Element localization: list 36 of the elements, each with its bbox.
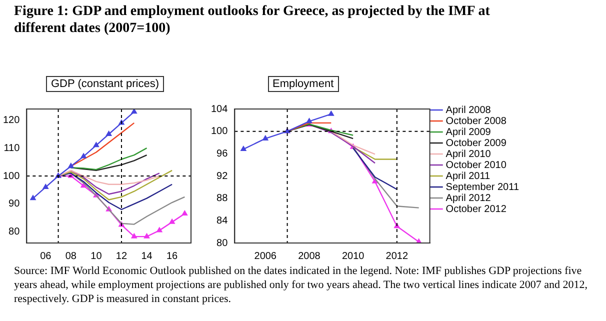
chart-title: Employment: [268, 76, 339, 92]
x-tick-label: 08: [65, 250, 77, 262]
y-tick-label: 104: [210, 104, 228, 115]
legend-label: April 2010: [446, 148, 492, 160]
x-tick-label: 12: [116, 250, 128, 262]
x-tick-label: 06: [40, 250, 52, 262]
y-tick-label: 96: [216, 148, 228, 160]
y-tick-label: 92: [216, 170, 228, 182]
x-tick-label: 2006: [254, 250, 277, 262]
legend-label: April 2009: [446, 126, 492, 138]
x-tick-label: 2010: [342, 250, 365, 262]
y-tick-label: 100: [2, 170, 20, 182]
caption: Figure 1: GDP and employment outlooks for Greece, as projected by the IMF at different dates (2007=100): [14, 3, 491, 37]
legend-label: October 2012: [446, 204, 507, 215]
legend-label: April 2012: [446, 192, 492, 204]
y-tick-label: 100: [210, 126, 228, 138]
legend-label: September 2011: [446, 182, 520, 193]
y-tick-label: 90: [8, 198, 20, 210]
y-tick-label: 120: [2, 114, 20, 126]
legend-label: October 2008: [446, 116, 507, 127]
y-tick-label: 88: [216, 193, 228, 204]
x-tick-label: 2008: [298, 250, 321, 262]
x-tick-label: 14: [141, 250, 153, 262]
x-tick-label: 16: [166, 250, 178, 262]
legend-label: October 2010: [446, 160, 507, 171]
legend-label: October 2009: [446, 138, 507, 149]
x-tick-label: 10: [90, 250, 102, 262]
chart-title: GDP (constant prices): [46, 76, 164, 92]
legend-label: April 2008: [446, 104, 492, 116]
y-tick-label: 80: [216, 238, 228, 249]
source-note: Source: IMF World Economic Outlook published on the dates indicated in the legend. Note: IMF publishes GDP projections five years ahead, while employment projections are published only for two years ahead. The two vertical lines indicate 2007 and 2012, respectively. GDP is measured in constant prices.: [14, 264, 588, 306]
y-tick-label: 80: [8, 226, 20, 238]
y-tick-label: 84: [216, 215, 228, 226]
legend-label: April 2011: [446, 170, 491, 182]
x-tick-label: 2012: [386, 250, 408, 262]
y-tick-label: 110: [4, 142, 20, 154]
